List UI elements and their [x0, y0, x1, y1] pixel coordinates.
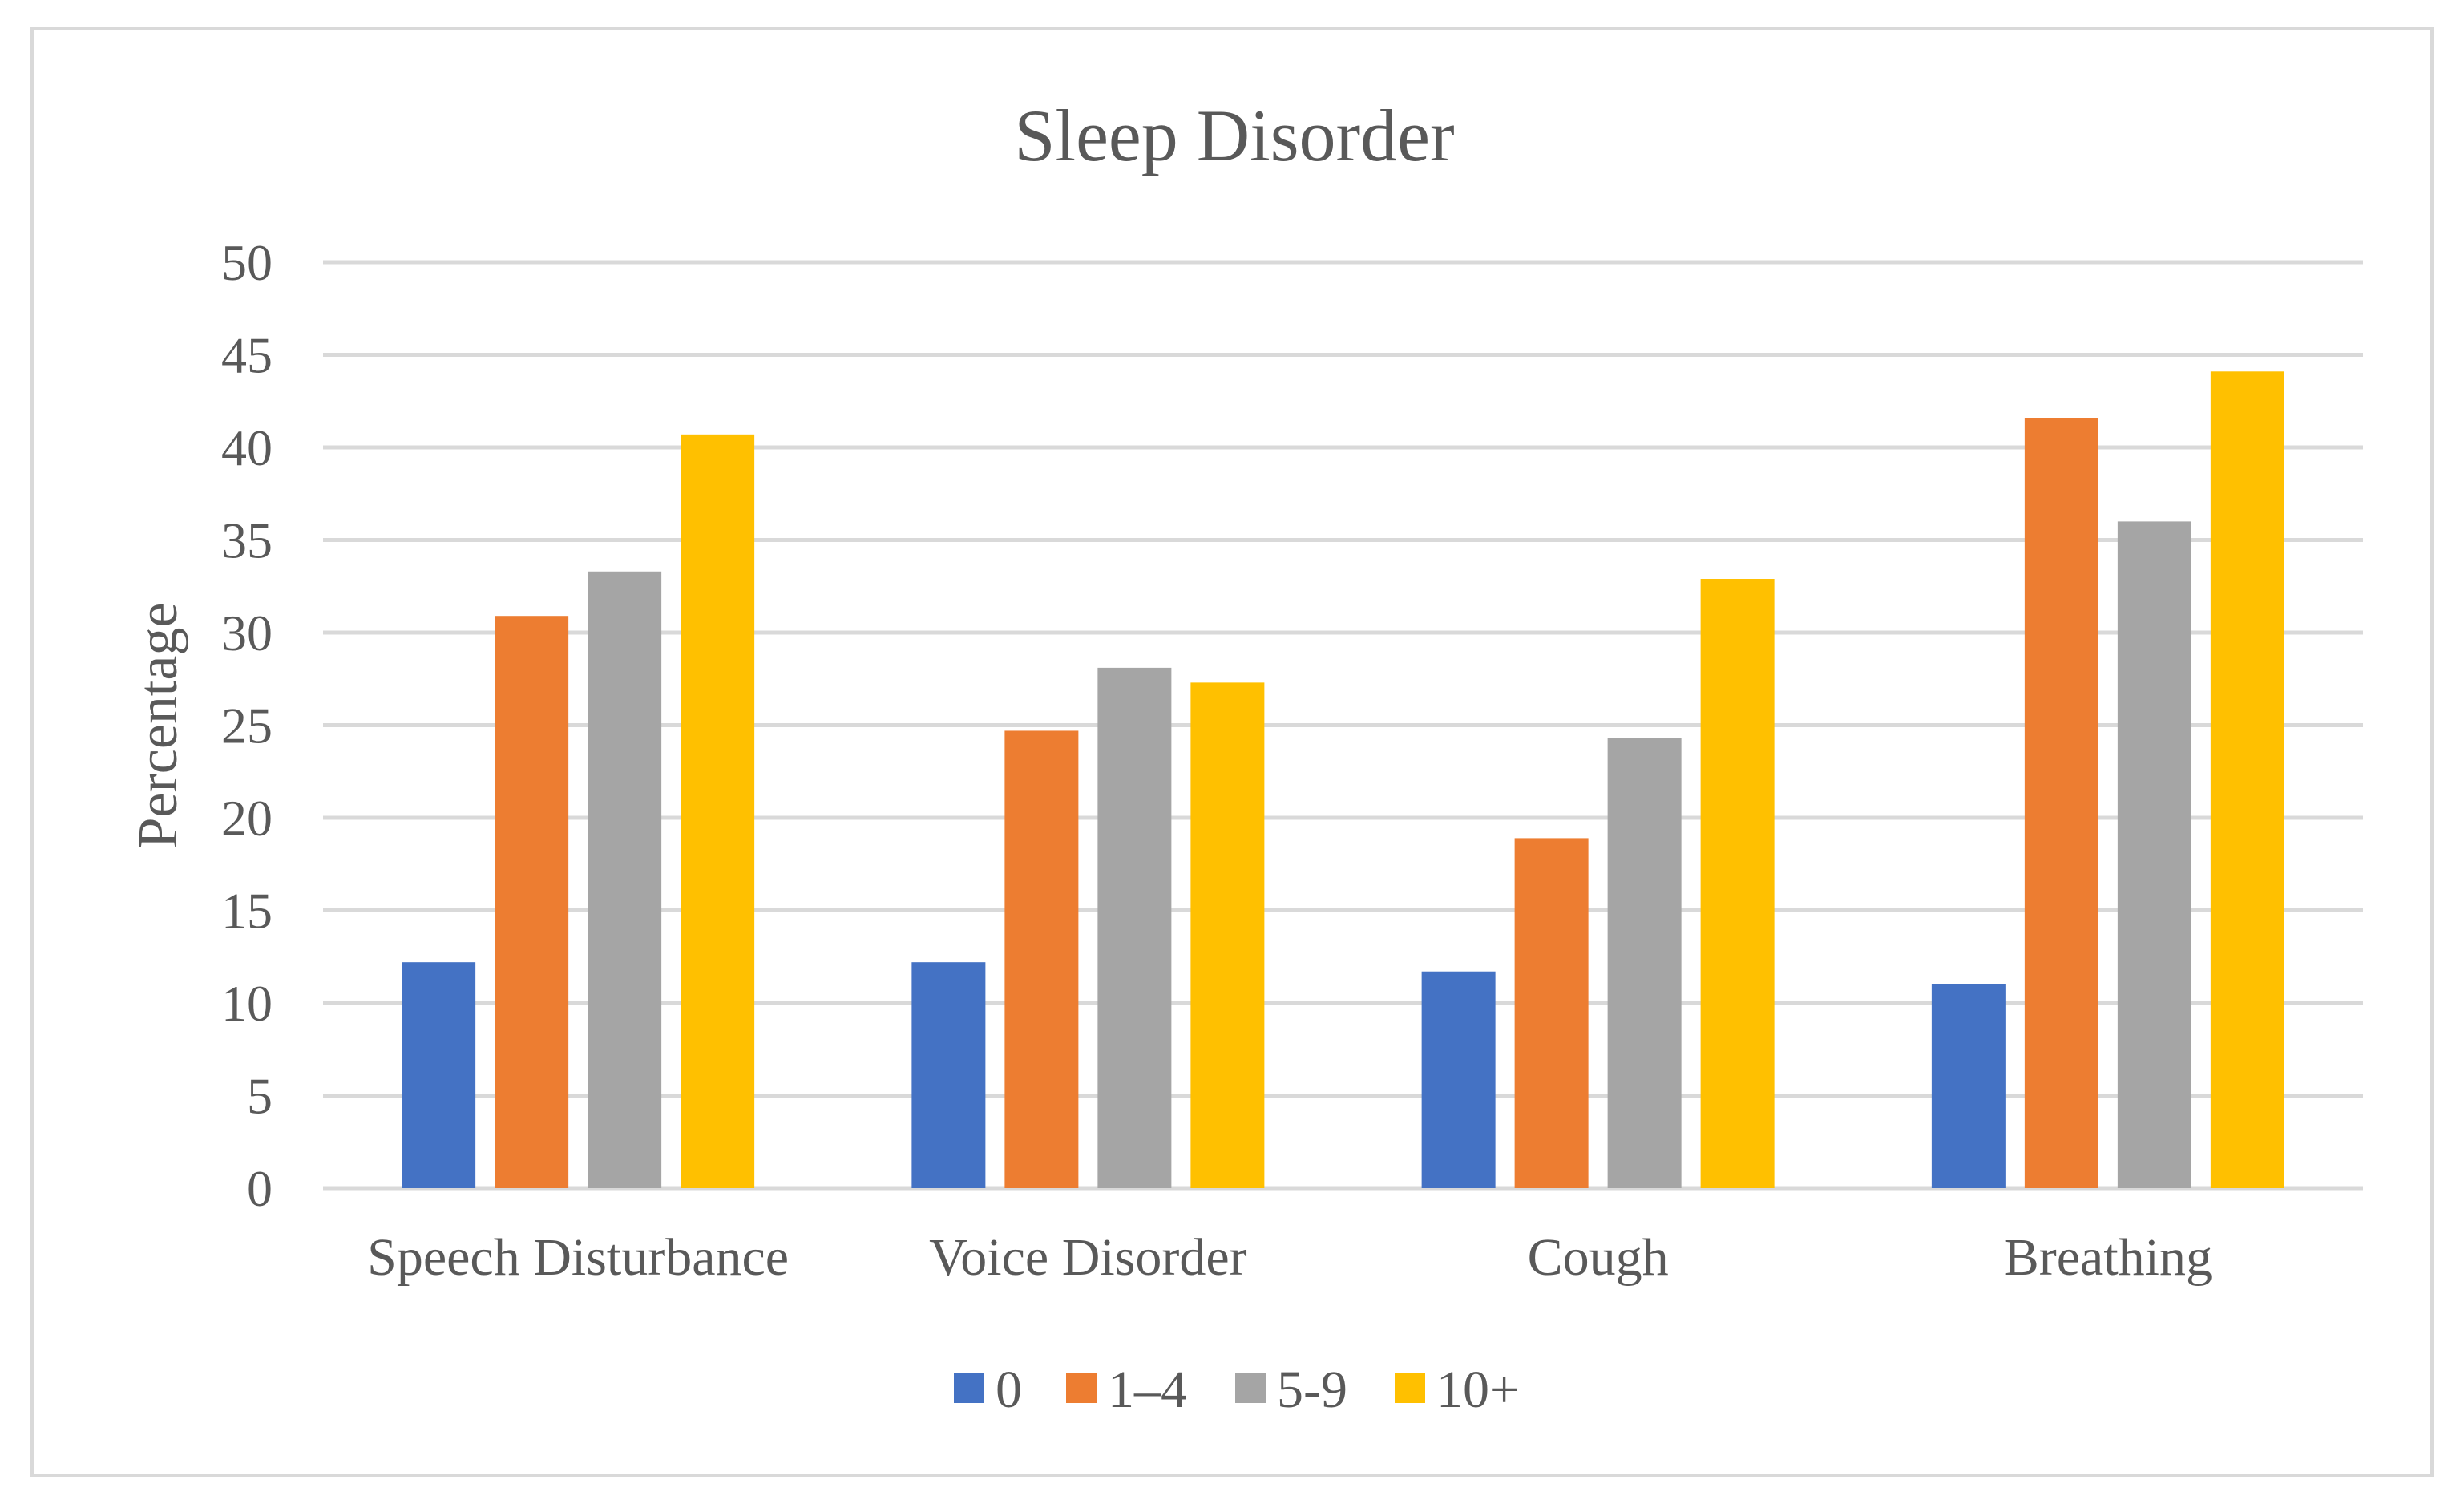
x-axis-labels: Speech Disturbance Voice Disorder Cough Bre…	[367, 1228, 2212, 1287]
bar-3-4	[2117, 521, 2191, 1188]
legend-label: 5-9	[1277, 1360, 1347, 1419]
bar-4-1	[681, 434, 755, 1188]
bar-1-2	[911, 962, 986, 1188]
y-tick-label: 10	[221, 975, 273, 1032]
y-tick-label: 5	[247, 1068, 273, 1125]
bar-2-2	[1004, 730, 1079, 1188]
bar-2-3	[1514, 838, 1589, 1188]
gridlines	[323, 260, 2363, 1191]
bar-3-2	[1097, 667, 1172, 1188]
legend-label: 1–4	[1108, 1360, 1187, 1419]
y-axis-title: Percentage	[127, 602, 189, 848]
y-axis-ticks: 0 5 10 15 20 25 30 35 40 45 50	[221, 234, 273, 1217]
y-tick-label: 35	[221, 512, 273, 569]
bar-1-1	[402, 962, 476, 1188]
x-category-label: Speech Disturbance	[367, 1228, 789, 1287]
legend: 0 1–4 5-9 10+	[954, 1360, 1519, 1419]
legend-label: 10+	[1436, 1360, 1519, 1419]
bars	[402, 371, 2284, 1188]
legend-label: 0	[996, 1360, 1022, 1419]
y-tick-label: 20	[221, 790, 273, 847]
bar-3-1	[588, 571, 662, 1188]
bar-4-2	[1190, 682, 1265, 1188]
y-tick-label: 30	[221, 604, 273, 661]
bar-1-4	[1931, 984, 2006, 1188]
chart-title: Sleep Disorder	[1014, 95, 1454, 176]
y-tick-label: 50	[221, 234, 273, 291]
y-tick-label: 15	[221, 883, 273, 940]
bar-4-3	[1700, 579, 1775, 1188]
x-category-label: Voice Disorder	[929, 1228, 1247, 1287]
bar-4-4	[2210, 371, 2284, 1188]
y-tick-label: 45	[221, 327, 273, 384]
y-tick-label: 25	[221, 697, 273, 754]
legend-swatch	[954, 1373, 984, 1403]
legend-swatch	[1395, 1373, 1425, 1403]
bar-2-1	[495, 616, 569, 1188]
bar-1-3	[1421, 971, 1496, 1188]
y-tick-label: 40	[221, 419, 273, 476]
x-category-label: Breathing	[2004, 1228, 2212, 1287]
bar-2-4	[2024, 418, 2098, 1188]
x-category-label: Cough	[1528, 1228, 1669, 1287]
bar-3-3	[1607, 738, 1682, 1188]
legend-swatch	[1066, 1373, 1097, 1403]
y-tick-label: 0	[247, 1160, 273, 1217]
legend-swatch	[1235, 1373, 1266, 1403]
